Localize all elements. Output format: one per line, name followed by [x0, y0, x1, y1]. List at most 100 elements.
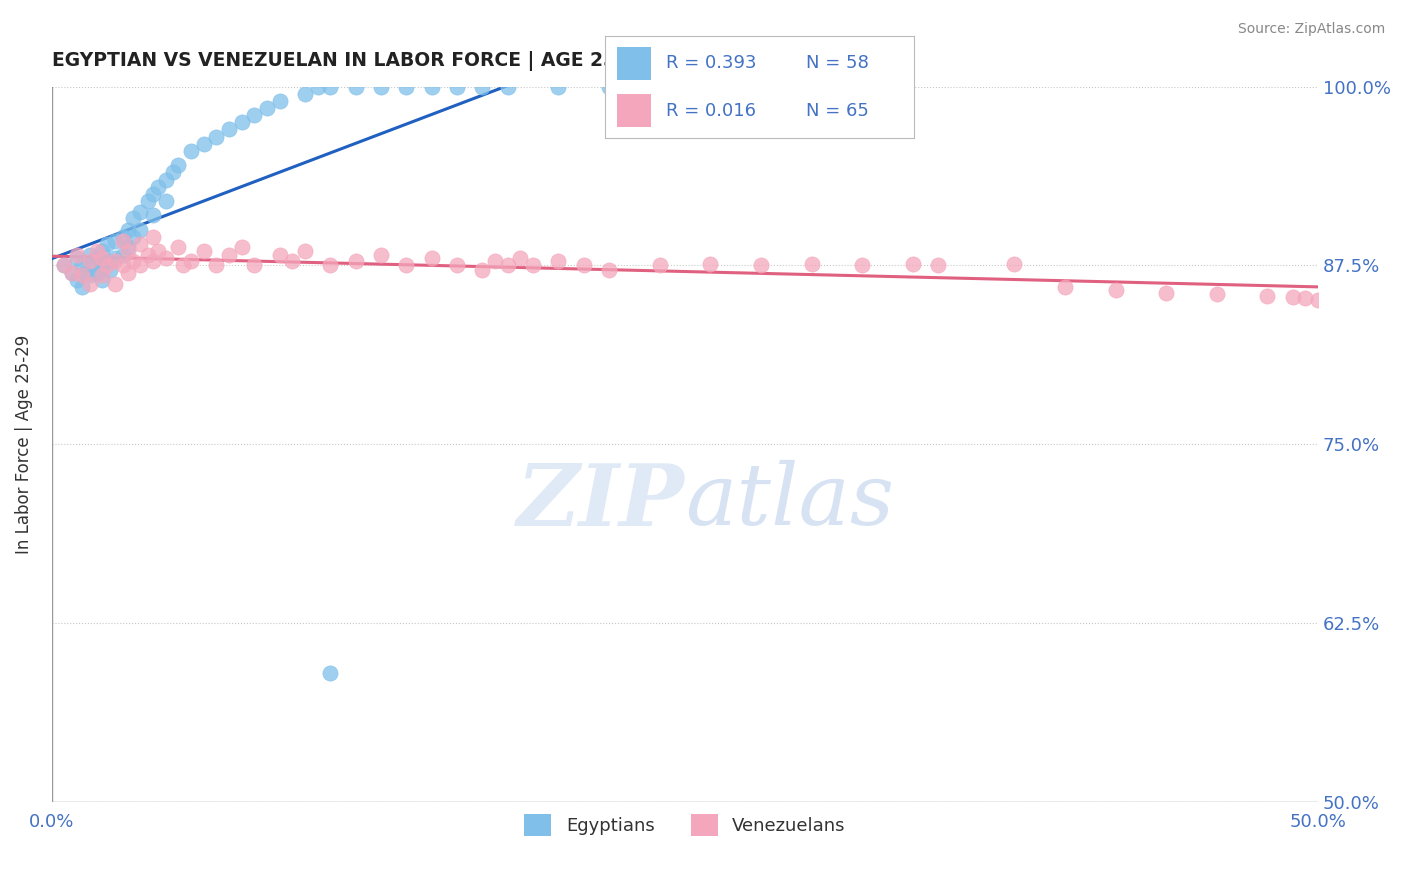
Point — [243, 108, 266, 122]
Y-axis label: In Labor Force | Age 25-29: In Labor Force | Age 25-29 — [15, 334, 32, 554]
Point — [598, 262, 620, 277]
Point — [104, 234, 127, 248]
Text: R = 0.016: R = 0.016 — [666, 102, 756, 120]
Point — [86, 244, 108, 259]
Point — [70, 280, 93, 294]
Point — [129, 259, 152, 273]
Point — [60, 266, 83, 280]
Text: ZIP: ZIP — [517, 460, 685, 543]
Point — [673, 79, 696, 94]
Point — [111, 248, 134, 262]
Point — [446, 259, 468, 273]
Point — [146, 179, 169, 194]
Point — [104, 254, 127, 268]
Point — [218, 248, 240, 262]
Point — [370, 248, 392, 262]
Point — [142, 254, 165, 268]
Point — [86, 252, 108, 266]
Text: atlas: atlas — [685, 460, 894, 543]
Point — [420, 79, 443, 94]
Point — [91, 252, 114, 266]
Point — [395, 79, 418, 94]
Point — [496, 259, 519, 273]
Point — [91, 268, 114, 283]
Point — [1053, 280, 1076, 294]
Point — [547, 254, 569, 268]
Text: Source: ZipAtlas.com: Source: ZipAtlas.com — [1237, 22, 1385, 37]
Point — [231, 240, 253, 254]
Point — [851, 259, 873, 273]
Point — [121, 254, 143, 268]
Point — [648, 259, 671, 273]
Text: N = 65: N = 65 — [806, 102, 869, 120]
Point — [79, 277, 101, 291]
Point — [96, 254, 118, 268]
Point — [471, 262, 494, 277]
Point — [344, 79, 367, 94]
Point — [129, 237, 152, 252]
Point — [117, 266, 139, 280]
Point — [205, 259, 228, 273]
Point — [319, 79, 342, 94]
Point — [167, 240, 190, 254]
Point — [243, 259, 266, 273]
Point — [91, 259, 114, 273]
Point — [142, 229, 165, 244]
Point — [496, 79, 519, 94]
Point — [104, 277, 127, 291]
Point — [96, 259, 118, 273]
Point — [96, 237, 118, 252]
Point — [256, 101, 278, 115]
Point — [484, 254, 506, 268]
Point — [79, 268, 101, 283]
Point — [172, 259, 194, 273]
Point — [205, 129, 228, 144]
Point — [98, 262, 121, 277]
Point — [281, 254, 304, 268]
Point — [370, 79, 392, 94]
Point — [547, 79, 569, 94]
Point — [129, 222, 152, 236]
Point — [155, 172, 177, 186]
Point — [146, 244, 169, 259]
Point — [82, 259, 104, 273]
Point — [111, 229, 134, 244]
Point — [155, 252, 177, 266]
Point — [446, 79, 468, 94]
Point — [294, 87, 316, 101]
Point — [180, 144, 202, 158]
Point — [344, 254, 367, 268]
Text: R = 0.393: R = 0.393 — [666, 54, 756, 72]
Point — [111, 234, 134, 248]
Point — [167, 158, 190, 172]
Point — [79, 254, 101, 268]
Point — [91, 273, 114, 287]
Point — [121, 211, 143, 226]
Point — [319, 666, 342, 681]
Point — [142, 208, 165, 222]
Point — [53, 259, 76, 273]
Point — [155, 194, 177, 208]
Point — [1295, 292, 1317, 306]
Point — [117, 240, 139, 254]
Point — [1308, 293, 1330, 307]
Point — [111, 259, 134, 273]
Point — [73, 266, 96, 280]
Point — [70, 259, 93, 273]
Point — [1281, 290, 1303, 304]
Text: N = 58: N = 58 — [806, 54, 869, 72]
Point — [91, 244, 114, 259]
Point — [86, 266, 108, 280]
Point — [136, 248, 159, 262]
Point — [136, 194, 159, 208]
Point — [117, 222, 139, 236]
Bar — [617, 47, 651, 79]
Point — [901, 257, 924, 271]
Point — [471, 79, 494, 94]
Point — [1205, 287, 1227, 301]
Point — [104, 252, 127, 266]
Point — [1154, 285, 1177, 300]
Point — [927, 259, 949, 273]
Point — [121, 229, 143, 244]
Point — [60, 266, 83, 280]
